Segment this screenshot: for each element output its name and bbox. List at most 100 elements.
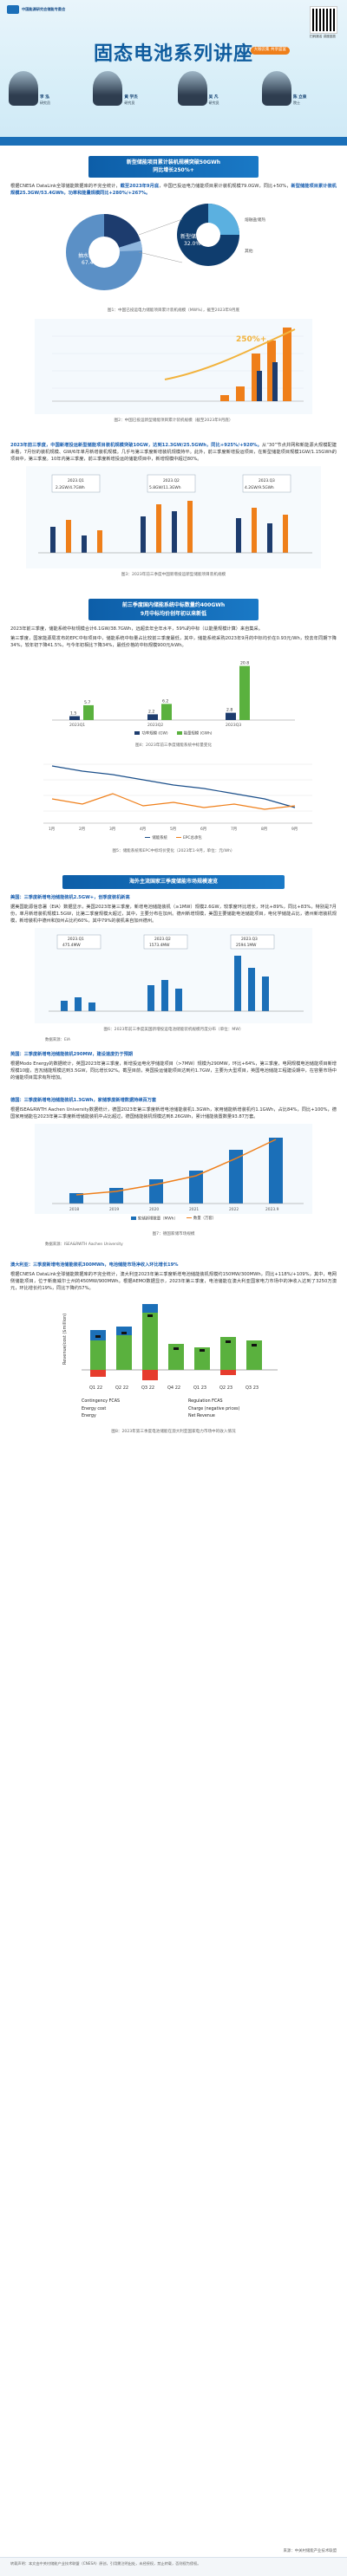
figure-caption: 图8：2023年第三季度电池储能在澳大利亚国家电力市场中的收入情况 [111, 1430, 236, 1435]
section-new-installations: 2023年前三季度，中国新增投运新型储能项目装机规模突破10GW，达到12.3G… [0, 434, 347, 588]
q-value: 4.2GW/9.5GWh [245, 485, 274, 490]
legend-item: 能量规模 (GWh) [176, 731, 213, 737]
highlight: 2023年前三季度，中国新增投运新型储能项目装机规模突破10GW，达到12.3G… [10, 442, 262, 448]
us-q-value: 2594.1MW [236, 943, 257, 948]
q-label: 2023.Q1 [68, 478, 84, 483]
speaker-role: 院士 [292, 100, 300, 105]
logo-text: 中国能源研究会储能专委会 [22, 6, 66, 11]
x-tick: 9月 [291, 827, 298, 832]
x-tick: 2022 [229, 1207, 239, 1212]
callout-line: 前三季度国内储能系统中标数量约400GWh [121, 602, 226, 609]
speaker-role: 研究员 [124, 100, 135, 105]
x-tick: 2023Q3 [226, 723, 241, 728]
bar [257, 370, 262, 401]
q-label-box [51, 474, 101, 493]
title-badge: 大咖云集 共享盛宴 [250, 47, 290, 55]
figure-source: 数据来源：ISEA&RWTH Aachen University [45, 1243, 123, 1248]
bar-gwh [161, 704, 172, 721]
paragraph: 英国：三季度新增电池储能装机290MW，建设速度仍于预期 [10, 1051, 337, 1058]
q-label-box [242, 474, 291, 493]
data-label: 2.8 [226, 708, 232, 713]
net-revenue-marker [226, 1340, 231, 1344]
legend-label: 能量规模 (GWh) [183, 731, 213, 736]
q-label-box [147, 474, 196, 493]
x-tick: Q1 22 [89, 1385, 102, 1391]
org-logo: 中国能源研究会储能专委会 [7, 5, 65, 14]
bar [246, 1340, 262, 1371]
speaker-card: 陈 立泉 院士 [261, 71, 338, 106]
section-bidding: 前三季度国内储能系统中标数量约400GWh 9月中标均价创年初以来新低 2023… [0, 588, 347, 865]
bar [283, 327, 291, 401]
data-label: 5.7 [84, 700, 90, 705]
bar [50, 527, 56, 554]
bar [220, 1370, 236, 1376]
data-label: 1.5 [70, 711, 76, 717]
paragraph: 根据Modo Energy的数据统计，英国2023年第三季度，新增投运电化学储能… [10, 1061, 337, 1080]
paragraph: 德国：三季度新增电池储能装机1.3GWh，家储季度新增数据持续百万套 [10, 1097, 337, 1104]
bar [252, 508, 257, 554]
callout-overseas: 海外主流国家三季度储能市场规模速览 [62, 875, 285, 889]
legend-swatch [145, 837, 151, 839]
figure-caption: 图3：2023年前三季度中国新增投运新型储能项目装机规模 [121, 573, 226, 578]
speaker-role: 研究员 [208, 100, 219, 105]
legend-label: Energy cost [82, 1406, 107, 1411]
paragraph: 2023年前三季度，中国新增投运新型储能项目装机规模突破10GW，达到12.3G… [10, 442, 337, 463]
legend-label: 功率规模 (GW) [141, 731, 168, 736]
bar [175, 988, 182, 1011]
speaker-name: 李 泓 [40, 94, 49, 100]
bar-gwh [83, 704, 94, 721]
bar-gwh [239, 665, 250, 721]
q-panel: 2023.Q2 5.8GW/11.3GWh [141, 474, 196, 554]
speaker-row: 李 泓研究员 黄 学杰 研究员 吴 凡研究员 陈 立泉 院士 [9, 71, 338, 106]
quarter-charts: 2023.Q1 2.2GW/4.7GWh 2023.Q2 5.8GW/11.3G… [26, 466, 321, 569]
legend-label: 家储新增数量（MWh） [137, 1217, 178, 1222]
donut-label: 抽水蓄能 [78, 252, 99, 259]
subheading: 德国：三季度新增电池储能装机1.3GWh，家储季度新增数据持续百万套 [10, 1097, 157, 1103]
qr-code-icon[interactable] [310, 6, 337, 34]
paragraph: 2023年前三季度，储能系统中标规模合计6.1GW/38.7GWh，远超去年全年… [10, 626, 263, 632]
legend-swatch [175, 837, 181, 839]
callout-bidding: 前三季度国内储能系统中标数量约400GWh 9月中标均价创年初以来新低 [88, 599, 259, 620]
callout-line: 同比增长250%+ [153, 167, 194, 174]
legend-item: Contingency FCAS [82, 1398, 180, 1405]
speaker-card: 李 泓研究员 [9, 71, 85, 106]
q-value: 5.8GW/11.3GWh [149, 485, 181, 490]
x-tick: Q1 23 [193, 1385, 206, 1391]
speaker-photo [261, 71, 291, 106]
x-tick: 2023.9 [265, 1207, 279, 1212]
legend-label: Net Revenue [188, 1414, 215, 1419]
net-revenue-marker [95, 1335, 101, 1339]
bar [142, 1370, 158, 1381]
callout-cumulative: 新型储能项目累计装机规模突破50GWh 同比增长250%+ [88, 156, 259, 178]
figure-caption: 图4：2023年前三季度储能系统中标量变化 [134, 743, 213, 749]
x-tick: 1月 [49, 827, 55, 832]
x-tick: 2023Q1 [69, 723, 85, 728]
bar [168, 1344, 184, 1371]
bid-bar-chart: 1.5 5.7 2023Q1 2.2 6.2 2023Q2 2.8 20.8 2023Q3 功率… [43, 652, 304, 739]
legend-swatch [130, 1217, 136, 1221]
bar [75, 996, 82, 1011]
legend-item: Charge (negative prices) [188, 1406, 286, 1412]
legend-swatch [186, 1217, 192, 1219]
x-tick: 2019 [109, 1207, 119, 1212]
net-revenue-marker [147, 1314, 153, 1318]
stacked-bars [90, 1304, 262, 1381]
donut2-value: 32.0% [184, 241, 200, 247]
bar [66, 520, 71, 554]
qr-caption: 扫码报名 讲座回放 [310, 35, 336, 38]
section-germany: 德国：三季度新增电池储能装机1.3GWh，家储季度新增数据持续百万套 根据ISE… [0, 1089, 347, 1254]
germany-chart: 2018 2019 2020 2021 2022 2023.9 家储新增数量（M… [35, 1124, 312, 1228]
bar [267, 340, 276, 401]
legend-item: Energy [82, 1413, 180, 1419]
paragraph: 据美国能源信息署（EIA）数据显示，美国2023年第三季度，新增电池储能装机（≥… [10, 904, 337, 924]
figure-caption: 图7：德国家储市场规模 [152, 1232, 195, 1237]
speaker-name: 吴 凡 [208, 94, 219, 100]
footer-note: 转载声明：本文由中关村储能产业技术联盟（CNESA）原创，引用需注明出处，未经授… [10, 2561, 201, 2566]
x-tick: 2018 [69, 1207, 79, 1212]
paragraph: 澳大利亚：三季度新增电池储能装机300MWh，电池储能市场净收入环比增长19% [10, 1262, 337, 1269]
x-tick: Q2 22 [115, 1385, 128, 1391]
donut2-label: 新型储能 [180, 233, 201, 240]
donut-chart: 抽水蓄能 67.4% 新型储能 32.0% 熔融盐储热 其他 [43, 200, 304, 304]
bar [61, 1000, 68, 1011]
paragraph: 美国：三季度新增电池储能装机2.5GW+，创季度装机新高 [10, 894, 337, 901]
